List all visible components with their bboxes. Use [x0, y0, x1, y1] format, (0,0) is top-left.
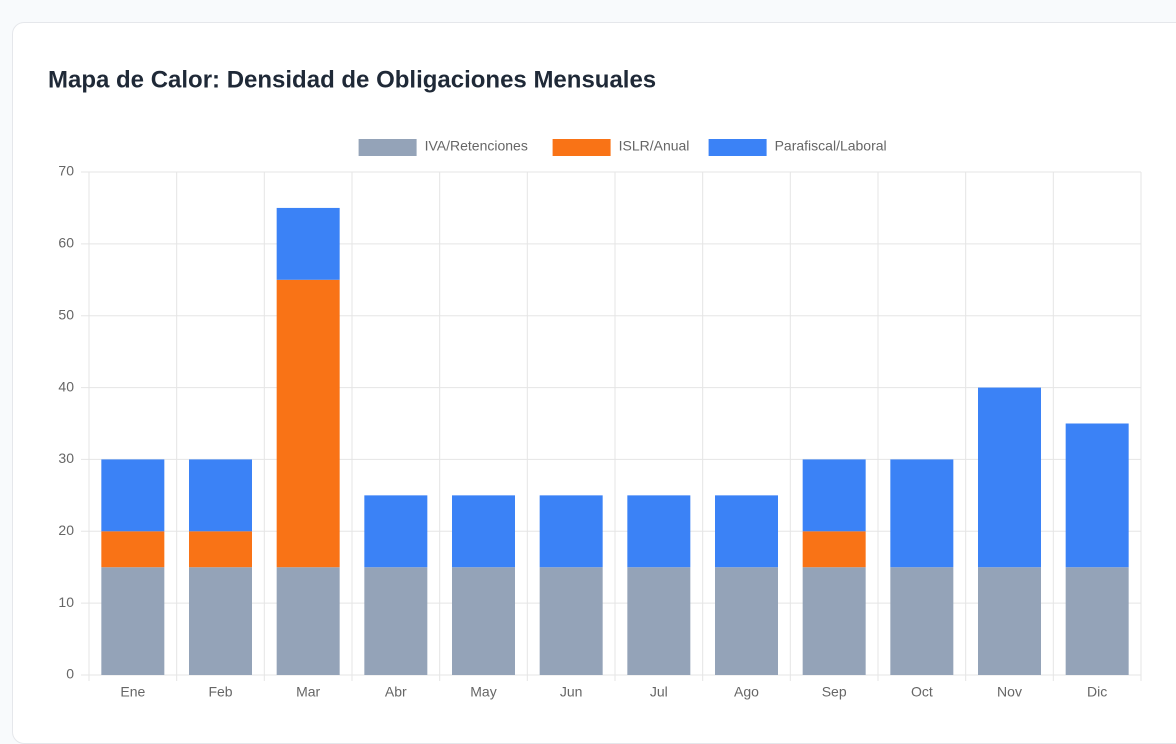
x-tick-label: Feb: [208, 684, 232, 700]
y-tick-label: 50: [58, 306, 74, 322]
bar-segment: [452, 567, 515, 675]
x-tick-label: Dic: [1087, 684, 1107, 700]
bar-segment: [101, 567, 165, 675]
chart-title: Mapa de Calor: Densidad de Obligaciones …: [48, 66, 656, 93]
bar-segment: [715, 495, 778, 568]
x-tick-label: May: [470, 684, 496, 700]
x-tick-label: Mar: [296, 684, 320, 700]
legend-label: Parafiscal/Laboral: [775, 138, 887, 154]
y-tick-label: 20: [58, 522, 74, 538]
bar-segment: [364, 495, 428, 568]
bar-segment: [1065, 423, 1129, 568]
bar-segment: [627, 567, 691, 675]
bar-segment: [101, 459, 165, 532]
bar-segment: [978, 387, 1041, 568]
legend-label: ISLR/Anual: [619, 138, 690, 154]
y-tick-label: 70: [58, 163, 74, 179]
bar-segment: [802, 459, 866, 532]
bar-segment: [101, 531, 165, 568]
x-tick-label: Nov: [997, 684, 1022, 700]
bar-segment: [276, 207, 340, 280]
bar-segment: [539, 567, 603, 675]
x-tick-label: Jul: [650, 684, 668, 700]
bar-segment: [276, 279, 340, 568]
x-tick-label: Sep: [822, 684, 847, 700]
bar-segment: [539, 495, 603, 568]
bar-segment: [189, 567, 252, 675]
y-tick-label: 10: [58, 594, 74, 610]
y-tick-label: 60: [58, 235, 74, 251]
bar-segment: [189, 459, 252, 532]
bar-segment: [1065, 567, 1129, 675]
bar-segment: [364, 567, 428, 675]
y-tick-label: 30: [58, 450, 74, 466]
bar-segment: [890, 459, 954, 568]
legend-swatch: [358, 139, 417, 156]
page: Mapa de Calor: Densidad de Obligaciones …: [12, 22, 1176, 744]
bar-segment: [978, 567, 1041, 675]
y-tick-label: 40: [58, 378, 74, 394]
bar-segment: [802, 567, 866, 675]
x-tick-label: Oct: [911, 684, 933, 700]
chart: Mapa de Calor: Densidad de Obligaciones …: [48, 66, 1142, 700]
bar-segment: [627, 495, 691, 568]
bar-segment: [890, 567, 954, 675]
bar-segment: [452, 495, 515, 568]
legend-swatch: [708, 139, 767, 156]
bar-segment: [276, 567, 340, 675]
legend-swatch: [552, 139, 611, 156]
x-tick-label: Ago: [734, 684, 759, 700]
legend-label: IVA/Retenciones: [425, 138, 528, 154]
bar-segment: [189, 531, 252, 568]
bar-segment: [802, 531, 866, 568]
x-tick-label: Jun: [560, 684, 583, 700]
bar-segment: [715, 567, 778, 675]
y-tick-label: 0: [66, 666, 74, 682]
x-tick-label: Ene: [120, 684, 145, 700]
x-tick-label: Abr: [385, 684, 407, 700]
